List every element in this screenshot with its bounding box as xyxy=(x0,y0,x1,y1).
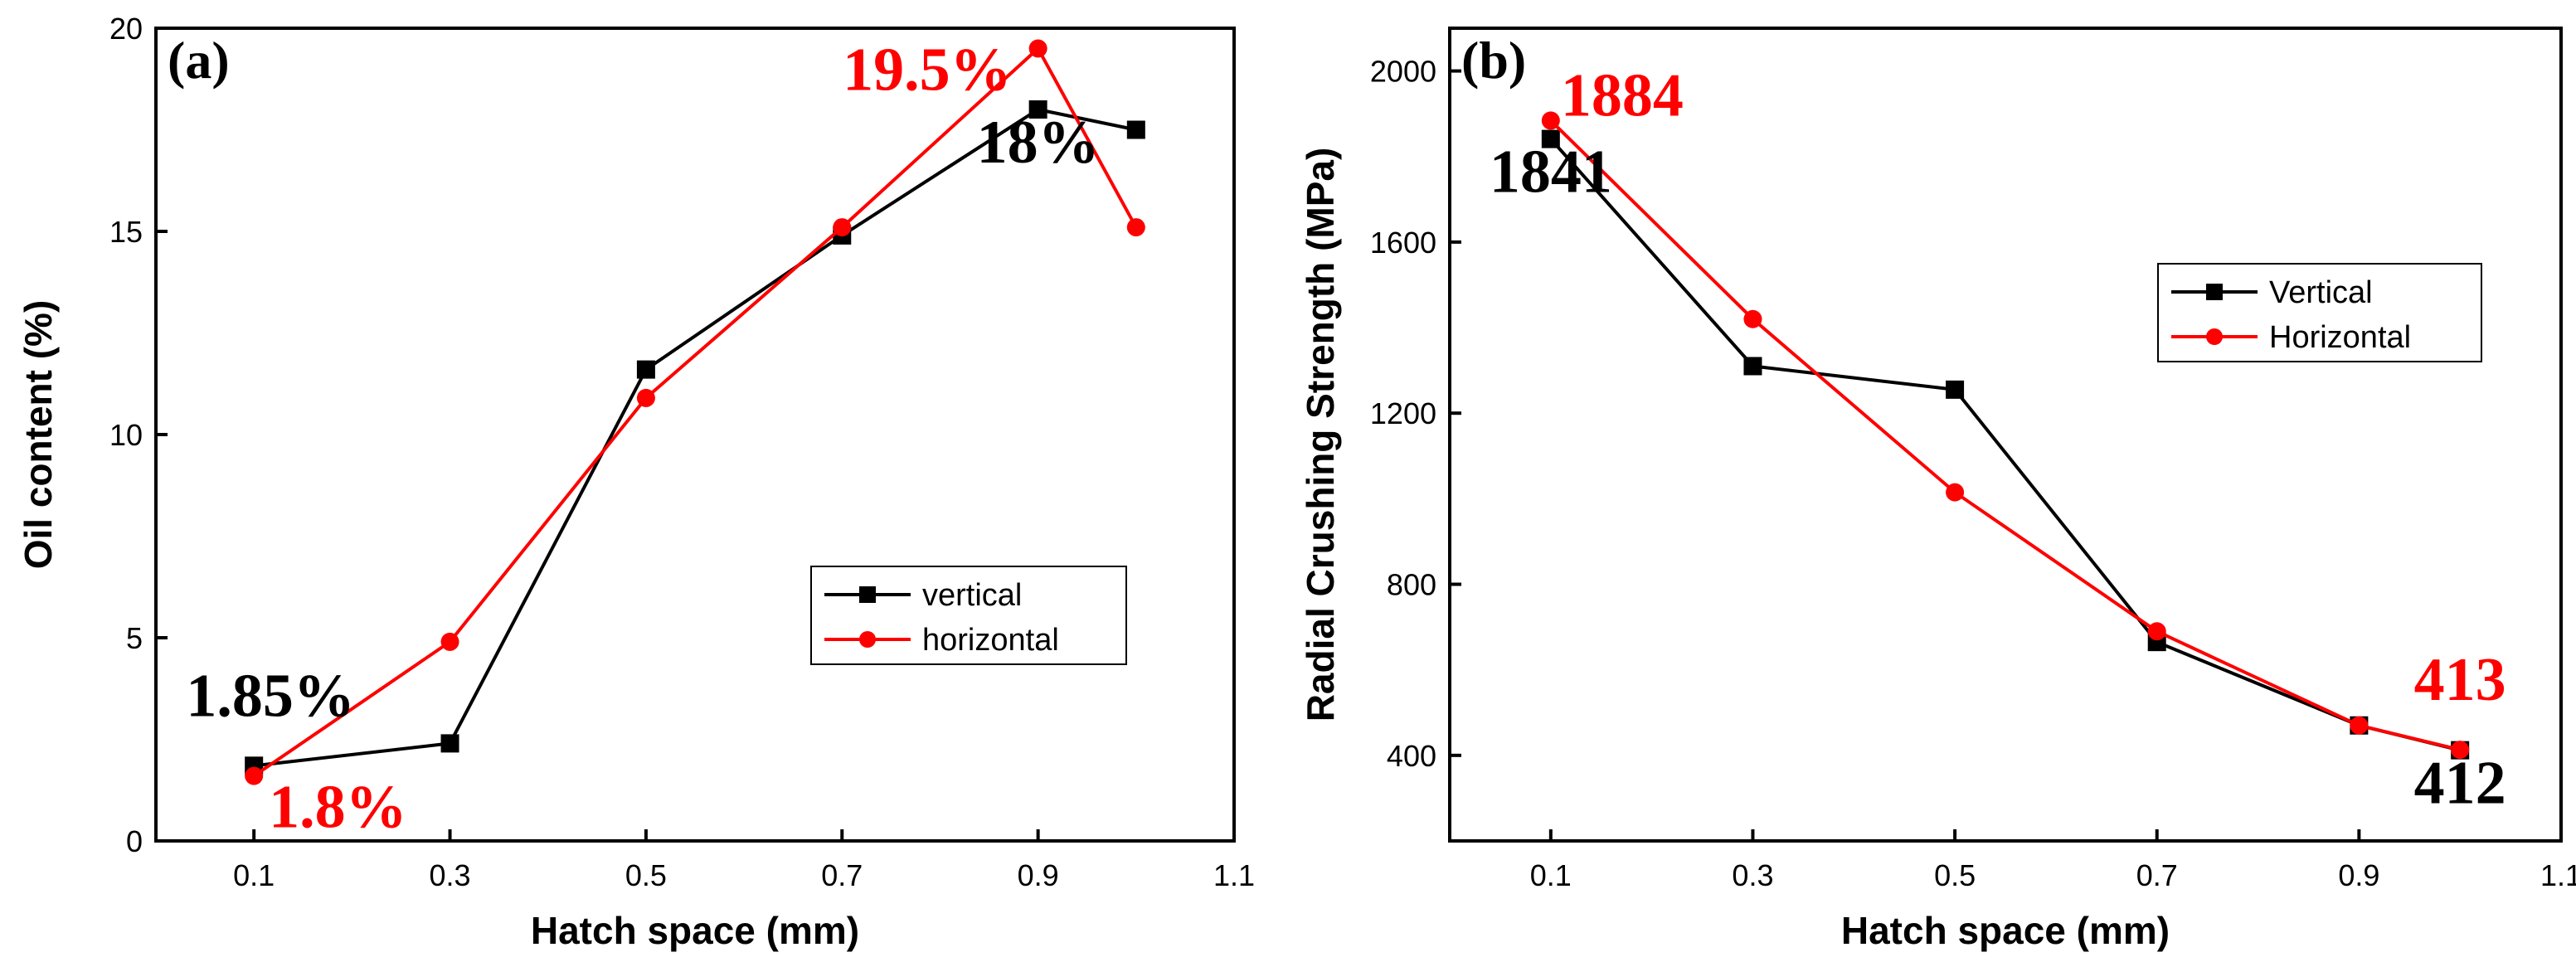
data-point-a-0-4 xyxy=(1028,100,1047,119)
annotation-a-1: 1.8% xyxy=(269,774,407,842)
y-axis-title-b: Radial Crushing Strength (MPa) xyxy=(1299,148,1342,722)
data-point-b-1-4 xyxy=(2350,716,2369,735)
x-tick-label-b-2: 0.5 xyxy=(1934,858,1976,892)
series-line-b-1 xyxy=(1549,119,2461,752)
x-tick-label-a-1: 0.3 xyxy=(430,858,471,892)
data-point-a-0-5 xyxy=(1126,120,1145,139)
data-point-a-1-4 xyxy=(1028,39,1047,58)
y-tick-label-b-1: 800 xyxy=(1387,568,1436,602)
legend-marker-b-0 xyxy=(2206,284,2223,300)
legend-label-a-0: vertical xyxy=(922,578,1022,613)
x-tick-label-a-5: 1.1 xyxy=(1213,858,1255,892)
data-point-b-1-5 xyxy=(2451,741,2470,760)
plot-frame-b xyxy=(1448,27,2563,843)
data-point-a-0-2 xyxy=(636,360,655,379)
legend-box-a xyxy=(810,566,1127,665)
x-tick-label-b-4: 0.9 xyxy=(2338,858,2379,892)
x-tick-label-a-3: 0.7 xyxy=(821,858,863,892)
data-point-b-1-3 xyxy=(2147,622,2166,641)
panel-label-a: (a) xyxy=(168,31,230,90)
panel-label-b: (b) xyxy=(1461,31,1526,90)
annotation-a-0: 1.85% xyxy=(186,662,355,730)
data-point-a-0-1 xyxy=(440,734,459,753)
series-layer-a xyxy=(245,39,1145,785)
legend-box-b xyxy=(2157,263,2482,362)
annotation-a-2: 19.5% xyxy=(843,36,1012,104)
y-axis-title-a: Oil content (%) xyxy=(17,300,60,570)
annotation-b-1: 1841 xyxy=(1490,138,1612,206)
data-point-b-0-1 xyxy=(1743,357,1762,376)
x-tick-label-a-0: 0.1 xyxy=(233,858,275,892)
legend-a: vertical horizontal xyxy=(810,566,1127,665)
data-point-b-1-0 xyxy=(1541,111,1560,130)
panel-a: 0.1 0.3 0.5 0.7 0.9 1.1 0 5 10 15 20 (a) Hatch spa… xyxy=(17,12,1255,952)
series-line-b-0 xyxy=(1549,138,2461,752)
annotations-b: 1884 1841 413 412 xyxy=(1490,61,2506,817)
y-tick-label-b-4: 2000 xyxy=(1370,55,1436,89)
legend-marker-b-1 xyxy=(2206,328,2223,345)
data-point-b-1-1 xyxy=(1743,309,1762,328)
x-axis-title-a: Hatch space (mm) xyxy=(531,909,859,952)
axis-ticks-a: 0.1 0.3 0.5 0.7 0.9 1.1 0 5 10 15 20 xyxy=(109,12,1255,892)
legend-marker-a-1 xyxy=(859,631,876,648)
annotation-b-3: 412 xyxy=(2414,750,2506,818)
annotations-a: 1.85% 1.8% 19.5% 18% xyxy=(186,36,1099,842)
y-tick-label-a-2: 10 xyxy=(109,418,143,452)
data-point-b-0-0 xyxy=(1541,129,1560,148)
panel-b: 0.1 0.3 0.5 0.7 0.9 1.1 400 800 1200 1600 2000 (b)… xyxy=(1299,27,2576,952)
y-tick-label-a-1: 5 xyxy=(126,621,143,655)
data-point-a-1-3 xyxy=(833,218,852,237)
y-tick-label-a-0: 0 xyxy=(126,824,143,858)
annotation-b-0: 1884 xyxy=(1561,61,1684,129)
data-point-a-1-0 xyxy=(245,766,264,785)
series-line-a-0 xyxy=(253,107,1137,768)
axis-ticks-b: 0.1 0.3 0.5 0.7 0.9 1.1 400 800 1200 1600 2000 xyxy=(1370,55,2576,892)
data-point-b-1-2 xyxy=(1946,483,1965,502)
annotation-b-2: 413 xyxy=(2414,646,2506,714)
y-tick-label-b-0: 400 xyxy=(1387,739,1436,773)
x-tick-label-a-2: 0.5 xyxy=(625,858,667,892)
x-tick-label-b-0: 0.1 xyxy=(1530,858,1572,892)
y-tick-label-b-3: 1600 xyxy=(1370,226,1436,260)
x-tick-label-a-4: 0.9 xyxy=(1018,858,1059,892)
y-tick-label-a-3: 15 xyxy=(109,215,143,249)
annotation-a-3: 18% xyxy=(977,109,1100,177)
x-tick-label-b-1: 0.3 xyxy=(1732,858,1773,892)
series-line-a-1 xyxy=(253,46,1138,778)
y-tick-label-b-2: 1200 xyxy=(1370,396,1436,430)
series-layer-b xyxy=(1541,111,2470,760)
legend-label-a-1: horizontal xyxy=(922,623,1059,658)
data-point-a-1-2 xyxy=(636,388,655,407)
data-point-a-1-1 xyxy=(440,632,459,651)
legend-b: Vertical Horizontal xyxy=(2157,263,2482,362)
legend-label-b-0: Vertical xyxy=(2269,275,2373,310)
legend-label-b-1: Horizontal xyxy=(2269,320,2411,355)
y-tick-label-a-4: 20 xyxy=(109,12,143,46)
x-axis-title-b: Hatch space (mm) xyxy=(1841,909,2170,952)
legend-marker-a-0 xyxy=(859,586,876,603)
x-tick-label-b-5: 1.1 xyxy=(2540,858,2576,892)
data-point-a-1-5 xyxy=(1126,218,1145,237)
x-tick-label-b-3: 0.7 xyxy=(2136,858,2178,892)
data-point-b-0-2 xyxy=(1946,380,1965,399)
